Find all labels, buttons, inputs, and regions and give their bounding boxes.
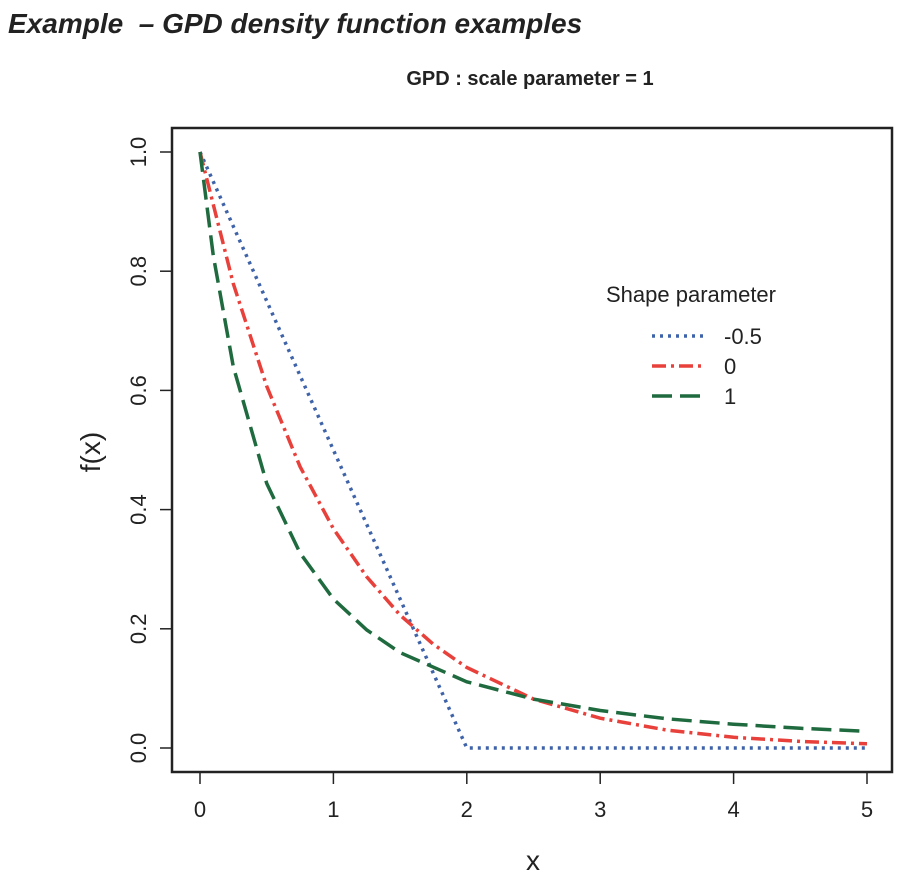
series-line-3 [198, 151, 868, 734]
y-tick-label: 1.0 [126, 137, 151, 168]
x-tick-label: 5 [861, 797, 873, 822]
legend-title: Shape parameter [606, 282, 776, 307]
x-tick-label: 1 [327, 797, 339, 822]
legend: Shape parameter -0.5 0 1 [606, 282, 776, 409]
y-tick-label: 0.6 [126, 375, 151, 406]
y-axis-label: f(x) [75, 432, 106, 472]
x-tick-label: 0 [194, 797, 206, 822]
legend-label-2: 0 [724, 354, 736, 379]
y-tick-label: 0.4 [126, 494, 151, 525]
series-line-2 [198, 151, 868, 746]
x-axis: 0 1 2 3 4 5 [194, 771, 873, 822]
chart-title: GPD : scale parameter = 1 [406, 68, 654, 90]
legend-label-1: -0.5 [724, 324, 762, 349]
series-layer [198, 151, 868, 750]
plot-area-frame [170, 126, 894, 774]
x-tick-label: 2 [461, 797, 473, 822]
y-tick-label: 0.8 [126, 256, 151, 287]
x-tick-label: 4 [727, 797, 739, 822]
x-tick-label: 3 [594, 797, 606, 822]
y-axis: 0.0 0.2 0.4 0.6 0.8 1.0 [126, 137, 173, 764]
series-line-1 [198, 151, 867, 750]
y-tick-label: 0.0 [126, 733, 151, 764]
slide-title: Example – GPD density function examples [8, 8, 583, 39]
legend-label-3: 1 [724, 384, 736, 409]
y-tick-label: 0.2 [126, 614, 151, 645]
x-axis-label: x [526, 845, 540, 876]
